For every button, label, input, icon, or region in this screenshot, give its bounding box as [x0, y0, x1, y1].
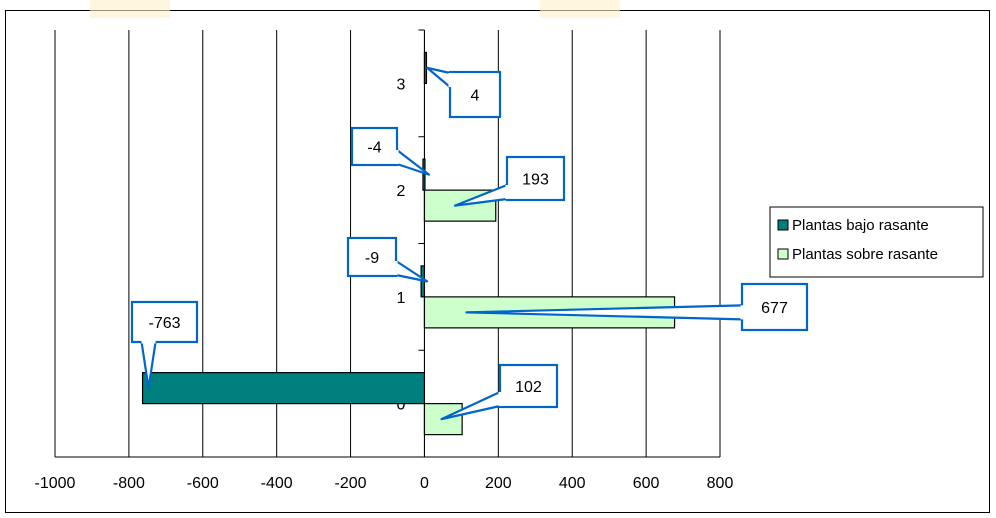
watermark-strip — [540, 0, 620, 18]
legend-swatch — [777, 219, 789, 231]
callout-box — [350, 126, 399, 167]
data-label: 102 — [515, 379, 542, 396]
x-tick-label: 0 — [420, 475, 429, 492]
data-label: -4 — [367, 140, 381, 157]
x-tick-label: -1000 — [35, 475, 76, 492]
data-label: -763 — [148, 315, 180, 332]
callout-box — [448, 70, 502, 119]
legend-label: Plantas bajo rasante — [792, 217, 929, 234]
callout-box — [346, 236, 398, 278]
x-tick-label: -400 — [261, 475, 293, 492]
bar — [141, 372, 426, 405]
legend-box — [769, 206, 984, 278]
category-label: 2 — [397, 183, 406, 200]
x-tick-label: 800 — [707, 475, 734, 492]
callout-pointer — [426, 66, 452, 89]
legend-swatch — [777, 248, 789, 260]
callout-box — [498, 363, 559, 409]
x-tick-label: -600 — [187, 475, 219, 492]
legend-label: Plantas sobre rasante — [792, 246, 938, 263]
x-tick-label: -200 — [335, 475, 367, 492]
callout-box — [505, 155, 566, 202]
category-label: 0 — [397, 397, 406, 414]
data-label: 677 — [761, 300, 788, 317]
bar — [422, 158, 426, 191]
data-label: 193 — [522, 172, 549, 189]
x-tick-label: 400 — [559, 475, 586, 492]
callout-box — [740, 282, 809, 332]
x-tick-label: -800 — [113, 475, 145, 492]
category-label: 3 — [397, 76, 406, 93]
x-tick-label: 600 — [633, 475, 660, 492]
watermark-strip — [90, 0, 170, 18]
callout-box — [130, 300, 199, 344]
data-label: 4 — [471, 88, 480, 105]
category-label: 1 — [397, 290, 406, 307]
data-label: -9 — [365, 250, 379, 267]
x-tick-label: 200 — [485, 475, 512, 492]
